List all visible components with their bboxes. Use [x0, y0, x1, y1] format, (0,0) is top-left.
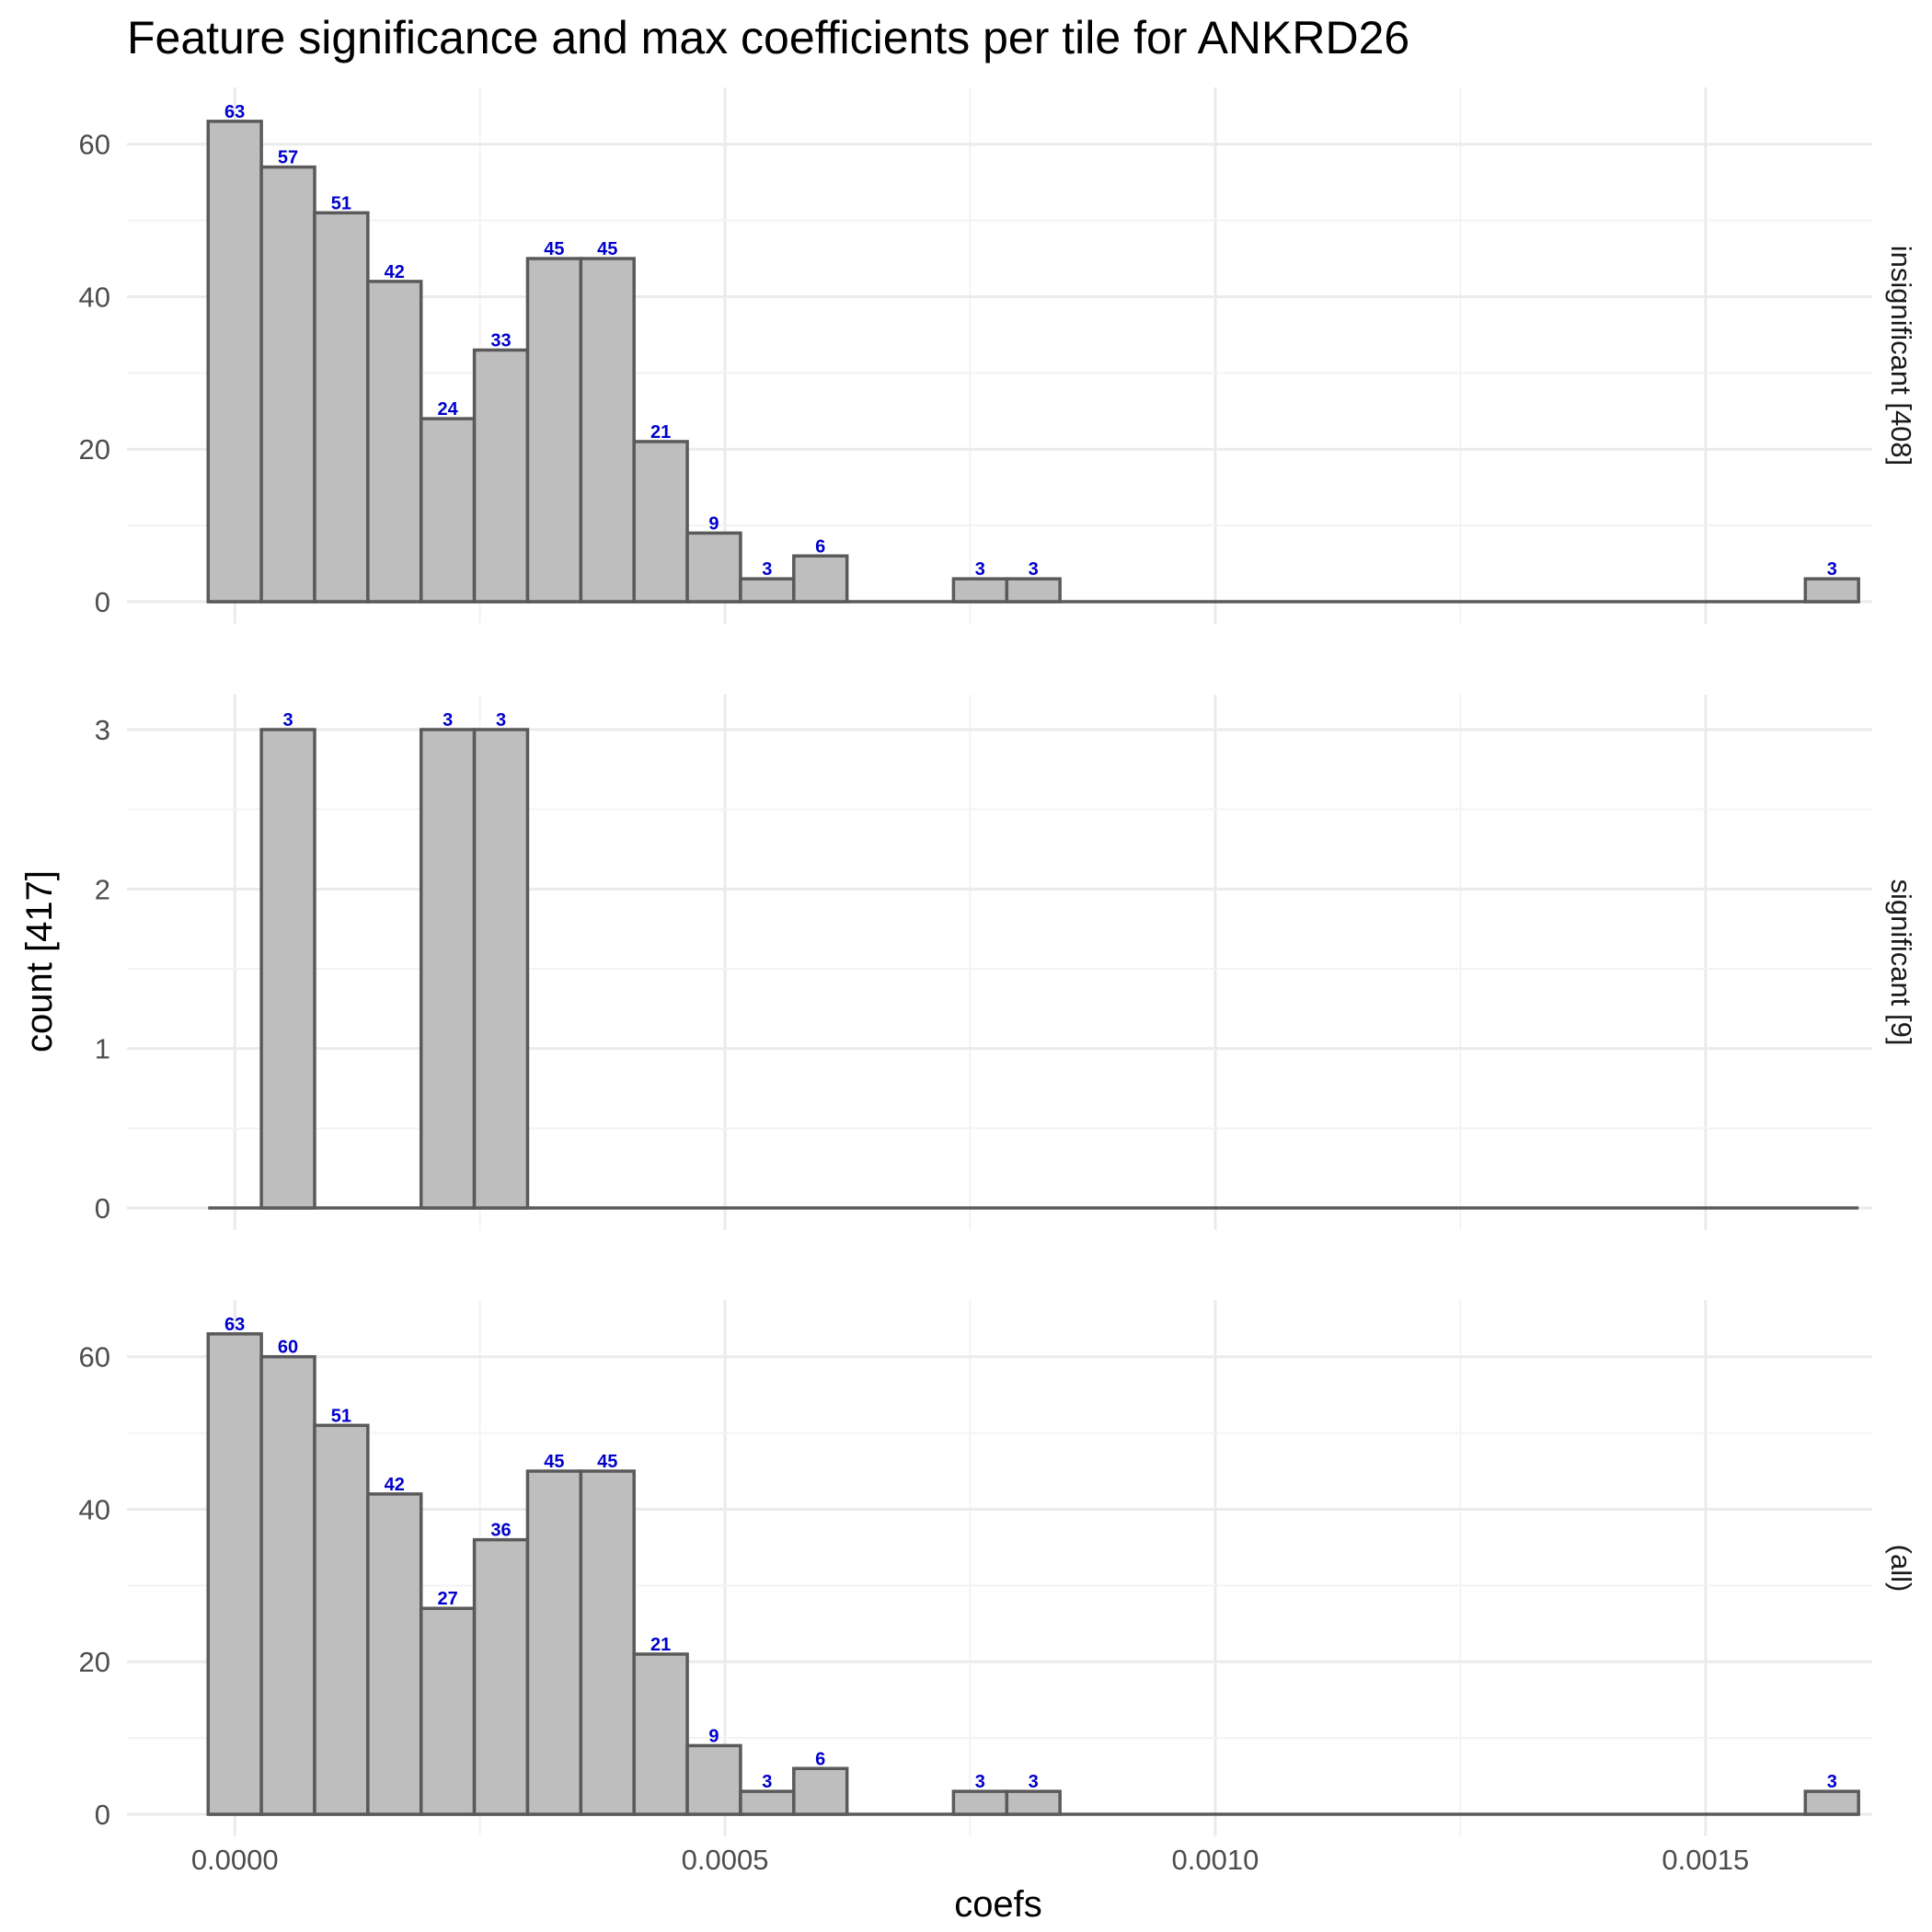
bar-count-label: 63: [224, 1315, 245, 1335]
bar-count-label: 60: [278, 1338, 298, 1358]
histogram-bar: [951, 1789, 1009, 1816]
y-tick-label: 0: [95, 1799, 110, 1831]
bar-count-label: 9: [708, 1726, 719, 1746]
histogram-bar: [366, 280, 423, 604]
y-tick-label: 40: [79, 281, 110, 313]
bar-count-label: 42: [385, 262, 405, 282]
histogram-bar: [419, 1606, 477, 1816]
bar-count-label: 21: [650, 1635, 671, 1655]
bar-count-label: 3: [1827, 559, 1837, 580]
y-tick-label: 20: [79, 433, 110, 466]
bar-count-label: 3: [1029, 559, 1039, 580]
bar-count-label: 63: [224, 102, 245, 122]
bar-count-label: 45: [597, 239, 617, 259]
bar-count-label: 6: [815, 536, 825, 557]
histogram-bar: [1803, 1789, 1860, 1816]
histogram-bar: [739, 577, 796, 604]
histogram-bar: [313, 211, 370, 604]
histogram-bar: [792, 1766, 849, 1816]
bar-count-label: 3: [443, 710, 453, 730]
histogram-bar: [685, 1743, 742, 1816]
y-tick-label: 60: [79, 129, 110, 161]
bar-count-label: 33: [490, 331, 511, 351]
histogram-bar: [259, 165, 316, 604]
histogram-bar: [792, 554, 849, 604]
histogram-bar: [419, 417, 477, 604]
y-tick-label: 40: [79, 1493, 110, 1525]
histogram-bar: [525, 257, 583, 604]
y-tick-label: 2: [95, 873, 110, 905]
histogram-bar: [632, 440, 689, 604]
histogram-bar: [632, 1652, 689, 1816]
x-axis-title: coefs: [954, 1884, 1042, 1925]
bar-count-label: 24: [438, 399, 459, 420]
bar-count-label: 57: [278, 148, 298, 168]
histogram-bar: [206, 1332, 263, 1816]
histogram-bar: [951, 577, 1009, 604]
bar-count-label: 6: [815, 1749, 825, 1769]
bar-count-label: 45: [597, 1452, 617, 1472]
y-tick-label: 0: [95, 1192, 110, 1225]
bar-count-label: 21: [650, 422, 671, 443]
histogram-bar: [1005, 1789, 1062, 1816]
bar-count-label: 3: [496, 710, 506, 730]
bar-count-label: 3: [975, 559, 985, 580]
x-tick-label: 0.0010: [1172, 1844, 1259, 1876]
y-tick-label: 3: [95, 714, 110, 746]
histogram-bar: [366, 1492, 423, 1816]
bar-count-label: 42: [385, 1475, 405, 1495]
bar-count-label: 51: [331, 1406, 351, 1426]
y-tick-label: 20: [79, 1646, 110, 1678]
histogram-bar: [525, 1469, 583, 1816]
bar-count-label: 51: [331, 193, 351, 213]
y-tick-label: 0: [95, 586, 110, 618]
histogram-bar: [259, 728, 316, 1210]
histogram-bar: [259, 1354, 316, 1816]
x-tick-label: 0.0015: [1662, 1844, 1749, 1876]
bar-count-label: 45: [544, 1452, 564, 1472]
histogram-bar: [1803, 577, 1860, 604]
x-tick-label: 0.0000: [191, 1844, 279, 1876]
bar-count-label: 3: [1029, 1772, 1039, 1792]
histogram-bar: [472, 1537, 530, 1816]
bar-count-label: 3: [975, 1772, 985, 1792]
bar-count-label: 3: [1827, 1772, 1837, 1792]
y-axis-title: count [417]: [19, 870, 60, 1052]
bar-count-label: 45: [544, 239, 564, 259]
histogram-bar: [579, 257, 636, 604]
bar-count-label: 27: [438, 1589, 458, 1609]
histogram-bar: [206, 120, 263, 604]
x-tick-label: 0.0005: [682, 1844, 769, 1876]
histogram-bar: [472, 728, 530, 1210]
y-tick-label: 1: [95, 1033, 110, 1065]
histogram-bar: [313, 1423, 370, 1816]
chart-title: Feature significance and max coefficient…: [127, 12, 1409, 63]
bar-count-label: 36: [490, 1521, 511, 1541]
facet-panel: 0 1 2 3 3 3 3 significant [9]: [95, 695, 1917, 1230]
histogram-bar: [739, 1789, 796, 1816]
y-tick-label: 60: [79, 1341, 110, 1374]
histogram-bar: [472, 348, 530, 604]
bar-count-label: 3: [762, 559, 772, 580]
facet-strip-label: significant [9]: [1885, 880, 1917, 1046]
bar-count-label: 3: [282, 710, 293, 730]
histogram-bar: [579, 1469, 636, 1816]
histogram-bar: [419, 728, 477, 1210]
facet-strip-label: insignificant [408]: [1885, 246, 1917, 466]
facet-strip-label: (all): [1885, 1545, 1917, 1593]
bar-count-label: 3: [762, 1772, 772, 1792]
histogram-bar: [1005, 577, 1062, 604]
x-axis-ticks: 0.0000 0.0005 0.0010 0.0015: [191, 1844, 1749, 1876]
histogram-bar: [685, 531, 742, 604]
bar-count-label: 9: [708, 513, 719, 534]
